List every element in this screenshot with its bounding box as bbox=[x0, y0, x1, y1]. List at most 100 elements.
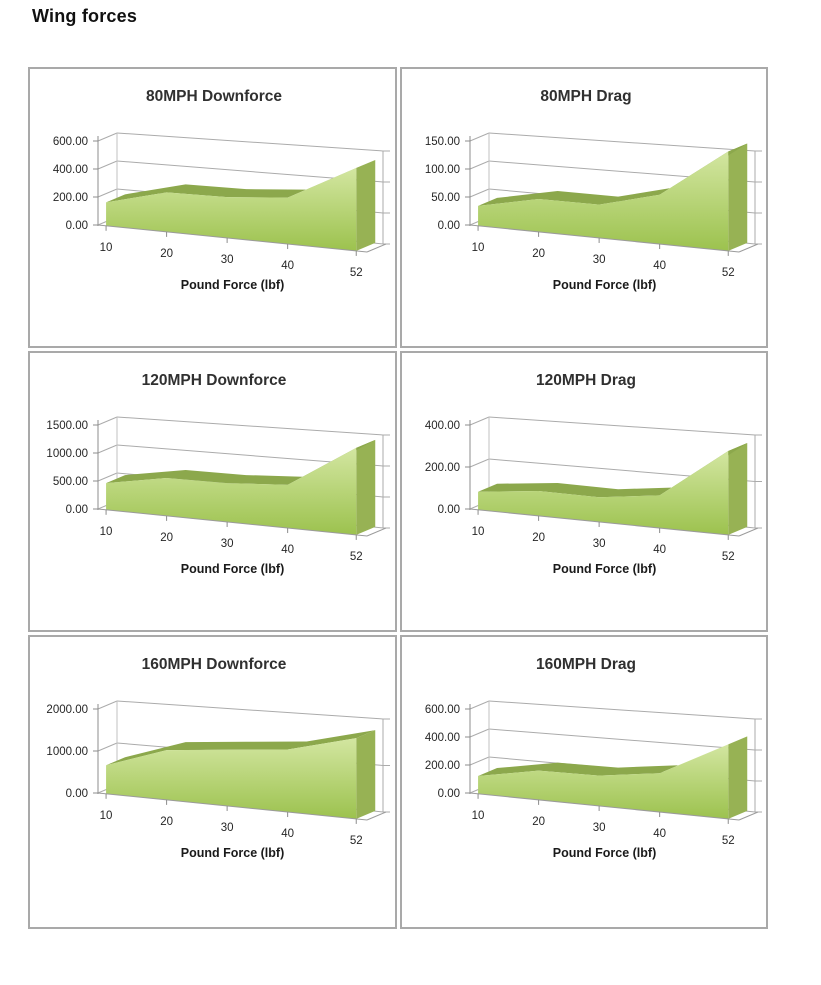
y-tick-label: 0.00 bbox=[438, 788, 460, 800]
x-axis-title: Pound Force (lbf) bbox=[181, 562, 284, 576]
floor-right-edge bbox=[366, 527, 387, 537]
grid-line bbox=[469, 458, 490, 468]
chart-160mph-drag: 160MPH Drag 0.00 200.00 400.00 600.00 10 20 30… bbox=[425, 656, 762, 860]
x-tick-label: 30 bbox=[593, 254, 606, 266]
grid-line bbox=[488, 728, 756, 751]
area-front-face bbox=[106, 447, 357, 535]
charts-grid: 80MPH Downforce 0.00 200.00 400.00 600.00 10… bbox=[28, 67, 768, 929]
x-axis-line bbox=[469, 224, 740, 253]
chart-80mph-drag: 80MPH Drag 0.00 50.00 100.00 150.00 10 20 30 40… bbox=[425, 88, 762, 292]
chart-title: 80MPH Downforce bbox=[146, 88, 282, 105]
x-tick-label: 40 bbox=[281, 544, 294, 556]
x-tick-label: 10 bbox=[100, 242, 113, 254]
area-front-face bbox=[106, 738, 357, 819]
chart-panel-80mph-downforce: 80MPH Downforce 0.00 200.00 400.00 600.00 10… bbox=[28, 67, 397, 348]
x-axis-line bbox=[97, 792, 368, 821]
area-side-face bbox=[356, 160, 376, 251]
x-tick-label: 10 bbox=[472, 526, 485, 538]
area-top-ribbon bbox=[106, 439, 376, 485]
grid-line bbox=[97, 132, 118, 142]
x-tick-label: 20 bbox=[532, 532, 545, 544]
chart-panel-120mph-drag: 120MPH Drag 0.00 200.00 400.00 10 20 30 40 52 Po… bbox=[400, 351, 768, 632]
x-tick-label: 30 bbox=[221, 822, 234, 834]
x-tick-label: 30 bbox=[221, 254, 234, 266]
y-tick-label: 2000.00 bbox=[46, 704, 88, 716]
x-tick-label: 30 bbox=[593, 538, 606, 550]
page-title: Wing forces bbox=[32, 6, 138, 26]
chart-title: 120MPH Downforce bbox=[142, 372, 287, 389]
x-axis-title: Pound Force (lbf) bbox=[553, 846, 656, 860]
grid-line bbox=[97, 742, 118, 752]
grid-line bbox=[469, 416, 490, 426]
grid-line bbox=[488, 132, 756, 152]
x-tick-label: 20 bbox=[532, 816, 545, 828]
x-axis-title: Pound Force (lbf) bbox=[181, 846, 284, 860]
chart-title: 160MPH Downforce bbox=[142, 656, 287, 673]
chart-120mph-drag: 120MPH Drag 0.00 200.00 400.00 10 20 30 40 52 Po… bbox=[425, 372, 762, 576]
x-tick-label: 20 bbox=[160, 248, 173, 260]
floor-right-edge bbox=[738, 811, 759, 821]
area-side-face bbox=[728, 443, 748, 535]
y-tick-label: 200.00 bbox=[425, 760, 460, 772]
grid-line bbox=[97, 472, 118, 482]
x-tick-label: 20 bbox=[160, 816, 173, 828]
grid-line bbox=[116, 132, 384, 152]
y-tick-label: 600.00 bbox=[425, 704, 460, 716]
y-tick-label: 1000.00 bbox=[46, 448, 88, 460]
area-front-face bbox=[106, 168, 357, 251]
y-tick-label: 200.00 bbox=[425, 462, 460, 474]
area-side-face bbox=[728, 143, 748, 251]
chart-title: 160MPH Drag bbox=[536, 656, 636, 673]
y-tick-label: 0.00 bbox=[66, 220, 88, 232]
y-tick-label: 600.00 bbox=[53, 136, 88, 148]
x-tick-label: 40 bbox=[281, 828, 294, 840]
grid-line bbox=[469, 160, 490, 170]
grid-line bbox=[97, 416, 118, 426]
grid-line bbox=[469, 132, 490, 142]
chart-panel-160mph-drag: 160MPH Drag 0.00 200.00 400.00 600.00 10 20 30… bbox=[400, 635, 768, 929]
floor-right-edge bbox=[366, 811, 387, 821]
x-tick-label: 20 bbox=[160, 532, 173, 544]
area-top-ribbon bbox=[106, 730, 376, 766]
area-front-face bbox=[478, 451, 729, 535]
grid-line bbox=[469, 188, 490, 198]
x-tick-label: 10 bbox=[472, 810, 485, 822]
x-tick-label: 52 bbox=[350, 835, 363, 847]
x-axis-line bbox=[97, 224, 368, 253]
x-tick-label: 10 bbox=[100, 526, 113, 538]
x-tick-label: 10 bbox=[472, 242, 485, 254]
x-tick-label: 52 bbox=[722, 835, 735, 847]
y-tick-label: 0.00 bbox=[66, 504, 88, 516]
y-tick-label: 200.00 bbox=[53, 192, 88, 204]
area-side-face bbox=[728, 736, 748, 819]
chart-80mph-downforce: 80MPH Downforce 0.00 200.00 400.00 600.00 10… bbox=[53, 88, 390, 292]
grid-line bbox=[116, 416, 384, 436]
x-axis-title: Pound Force (lbf) bbox=[553, 278, 656, 292]
y-tick-label: 50.00 bbox=[431, 192, 460, 204]
x-axis-line bbox=[469, 792, 740, 821]
floor-right-edge bbox=[366, 243, 387, 253]
x-tick-label: 40 bbox=[653, 828, 666, 840]
grid-line bbox=[97, 188, 118, 198]
chart-panel-160mph-downforce: 160MPH Downforce 0.00 1000.00 2000.00 10 20 3… bbox=[28, 635, 397, 929]
x-tick-label: 30 bbox=[593, 822, 606, 834]
grid-line bbox=[97, 160, 118, 170]
area-side-face bbox=[356, 439, 376, 535]
area-front-face bbox=[478, 151, 729, 251]
chart-120mph-downforce: 120MPH Downforce 0.00 500.00 1000.00 1500.0… bbox=[46, 372, 390, 576]
grid-line bbox=[469, 700, 490, 710]
x-tick-label: 52 bbox=[722, 551, 735, 563]
x-tick-label: 40 bbox=[653, 260, 666, 272]
y-tick-label: 500.00 bbox=[53, 476, 88, 488]
chart-160mph-downforce: 160MPH Downforce 0.00 1000.00 2000.00 10 20 3… bbox=[46, 656, 390, 860]
area-front-face bbox=[478, 744, 729, 819]
x-axis-line bbox=[469, 508, 740, 537]
x-tick-label: 40 bbox=[653, 544, 666, 556]
x-axis-title: Pound Force (lbf) bbox=[553, 562, 656, 576]
grid-line bbox=[469, 756, 490, 766]
chart-title: 80MPH Drag bbox=[540, 88, 631, 105]
chart-title: 120MPH Drag bbox=[536, 372, 636, 389]
x-tick-label: 10 bbox=[100, 810, 113, 822]
floor-right-edge bbox=[738, 527, 759, 537]
chart-panel-80mph-drag: 80MPH Drag 0.00 50.00 100.00 150.00 10 20 30 40… bbox=[400, 67, 768, 348]
